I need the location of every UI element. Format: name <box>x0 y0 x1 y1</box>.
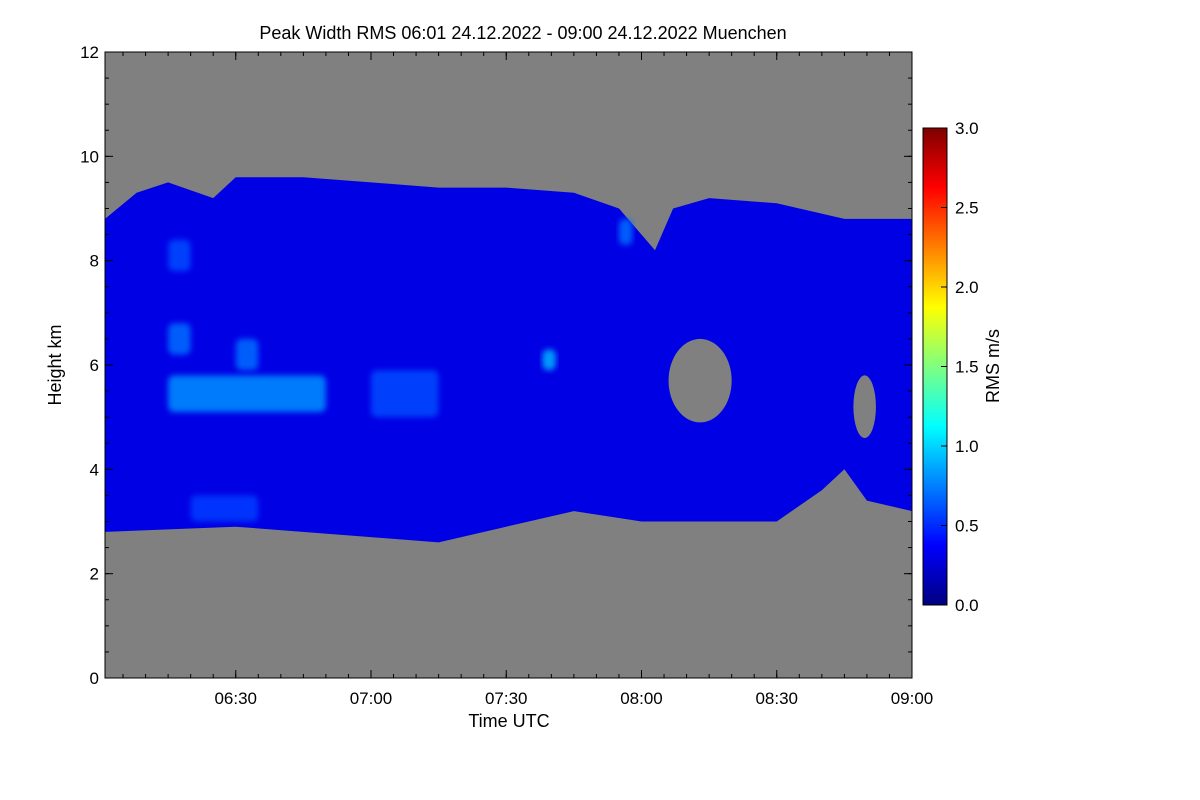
y-tick-label: 10 <box>80 147 99 166</box>
chart-title: Peak Width RMS 06:01 24.12.2022 - 09:00 … <box>259 23 786 43</box>
x-axis-label: Time UTC <box>468 711 549 731</box>
gap-region <box>668 338 732 423</box>
colorbar: 0.0 0.5 1.0 1.5 2.0 2.5 3.0 <box>922 119 979 615</box>
x-tick-label: 07:00 <box>350 689 393 708</box>
colorbar-label: RMS m/s <box>983 329 1003 403</box>
enhanced-region <box>168 239 191 272</box>
y-tick-label: 2 <box>90 565 99 584</box>
colorbar-ticks: 0.0 0.5 1.0 1.5 2.0 2.5 3.0 <box>941 119 979 615</box>
enhanced-regions <box>168 218 633 522</box>
y-tick-label: 4 <box>90 460 99 479</box>
enhanced-region <box>618 218 633 246</box>
gap-region <box>853 375 876 439</box>
y-tick-label: 6 <box>90 356 99 375</box>
echo-layer <box>105 177 912 543</box>
y-tick-label: 8 <box>90 252 99 271</box>
colorbar-tick-label: 0.0 <box>955 596 979 615</box>
colorbar-tick-label: 0.5 <box>955 517 979 536</box>
colorbar-tick-label: 2.5 <box>955 199 979 218</box>
colorbar-tick-label: 3.0 <box>955 119 979 138</box>
enhanced-region <box>542 349 556 371</box>
enhanced-region <box>190 495 259 522</box>
echo-layer-area <box>105 177 912 543</box>
x-tick-label: 07:30 <box>485 689 528 708</box>
x-tick-label: 06:30 <box>214 689 257 708</box>
x-tick-label: 08:30 <box>755 689 798 708</box>
enhanced-region <box>370 370 439 418</box>
colorbar-tick-label: 2.0 <box>955 278 979 297</box>
y-axis: 0 2 4 6 8 10 12 <box>80 43 912 688</box>
y-tick-label: 0 <box>90 669 99 688</box>
enhanced-region <box>168 323 191 355</box>
y-axis-label: Height km <box>45 324 65 405</box>
enhanced-region <box>168 375 326 412</box>
colorbar-tick-label: 1.5 <box>955 358 979 377</box>
y-tick-label: 12 <box>80 43 99 62</box>
enhanced-region <box>235 338 259 371</box>
colorbar-tick-label: 1.0 <box>955 437 979 456</box>
plot-area <box>105 52 912 678</box>
x-tick-label: 08:00 <box>620 689 663 708</box>
gaps <box>668 338 876 439</box>
x-tick-label: 09:00 <box>891 689 934 708</box>
x-axis: 06:30 07:00 07:30 08:00 08:30 09:00 <box>122 52 934 708</box>
